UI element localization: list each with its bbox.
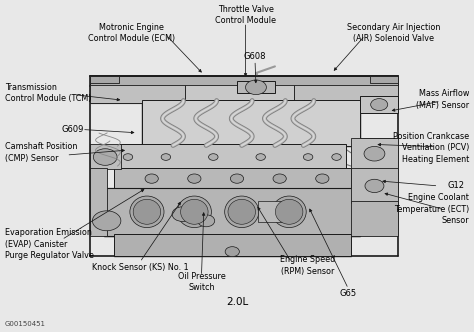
Circle shape: [371, 99, 388, 111]
Text: G00150451: G00150451: [5, 321, 46, 327]
Circle shape: [246, 80, 266, 95]
Polygon shape: [90, 85, 185, 103]
Polygon shape: [185, 85, 294, 100]
Circle shape: [273, 174, 286, 183]
Circle shape: [145, 174, 158, 183]
Circle shape: [316, 174, 329, 183]
Text: Oil Pressure
Switch: Oil Pressure Switch: [178, 272, 225, 292]
Text: Throttle Valve
Control Module: Throttle Valve Control Module: [215, 5, 276, 25]
Ellipse shape: [275, 199, 303, 224]
Circle shape: [364, 146, 385, 161]
Circle shape: [303, 154, 313, 160]
Text: Mass Airflow
(MAF) Sensor: Mass Airflow (MAF) Sensor: [416, 89, 469, 110]
Polygon shape: [90, 76, 118, 83]
Circle shape: [172, 207, 193, 221]
Text: Engine Speed
(RPM) Sensor: Engine Speed (RPM) Sensor: [281, 255, 336, 276]
Ellipse shape: [225, 196, 259, 228]
Polygon shape: [90, 144, 121, 169]
Circle shape: [256, 154, 265, 160]
Text: G65: G65: [340, 289, 357, 298]
Polygon shape: [237, 81, 275, 93]
Text: Motronic Engine
Control Module (ECM): Motronic Engine Control Module (ECM): [88, 23, 175, 43]
Polygon shape: [351, 138, 398, 169]
Text: 2.0L: 2.0L: [226, 297, 248, 307]
Circle shape: [92, 211, 121, 231]
Polygon shape: [90, 76, 398, 86]
Ellipse shape: [130, 196, 164, 228]
Circle shape: [123, 154, 133, 160]
Polygon shape: [258, 201, 282, 222]
Polygon shape: [114, 234, 351, 256]
Circle shape: [188, 174, 201, 183]
Text: Camshaft Position
(CMP) Sensor: Camshaft Position (CMP) Sensor: [5, 142, 77, 163]
Ellipse shape: [181, 199, 208, 224]
Polygon shape: [104, 188, 360, 236]
Ellipse shape: [272, 196, 306, 228]
Polygon shape: [360, 96, 398, 113]
Text: Evaporation Emission
(EVAP) Canister
Purge Regulator Valve: Evaporation Emission (EVAP) Canister Pur…: [5, 228, 93, 260]
Text: Knock Sensor (KS) No. 1: Knock Sensor (KS) No. 1: [91, 263, 188, 272]
Text: Secondary Air Injection
(AIR) Solenoid Valve: Secondary Air Injection (AIR) Solenoid V…: [347, 23, 440, 43]
Polygon shape: [370, 76, 398, 83]
Circle shape: [93, 149, 117, 165]
Text: G608: G608: [244, 52, 266, 61]
Text: G12: G12: [447, 181, 465, 191]
Circle shape: [225, 247, 239, 257]
Circle shape: [230, 174, 244, 183]
Ellipse shape: [228, 199, 255, 224]
Circle shape: [161, 154, 171, 160]
Ellipse shape: [133, 199, 161, 224]
Text: Transmission
Control Module (TCM): Transmission Control Module (TCM): [5, 83, 91, 103]
Polygon shape: [294, 85, 398, 106]
Text: G609: G609: [62, 125, 84, 134]
Circle shape: [332, 154, 341, 160]
Polygon shape: [90, 168, 107, 236]
Polygon shape: [118, 144, 346, 169]
Text: Position Crankcase
Ventilation (PCV)
Heating Element: Position Crankcase Ventilation (PCV) Hea…: [393, 132, 469, 164]
Polygon shape: [142, 100, 360, 146]
Polygon shape: [351, 201, 398, 236]
Circle shape: [198, 215, 215, 227]
Polygon shape: [114, 168, 351, 189]
Polygon shape: [351, 168, 398, 203]
Ellipse shape: [177, 196, 211, 228]
Text: Engine Coolant
Temperature (ECT)
Sensor: Engine Coolant Temperature (ECT) Sensor: [394, 193, 469, 225]
Circle shape: [365, 179, 384, 193]
Circle shape: [209, 154, 218, 160]
